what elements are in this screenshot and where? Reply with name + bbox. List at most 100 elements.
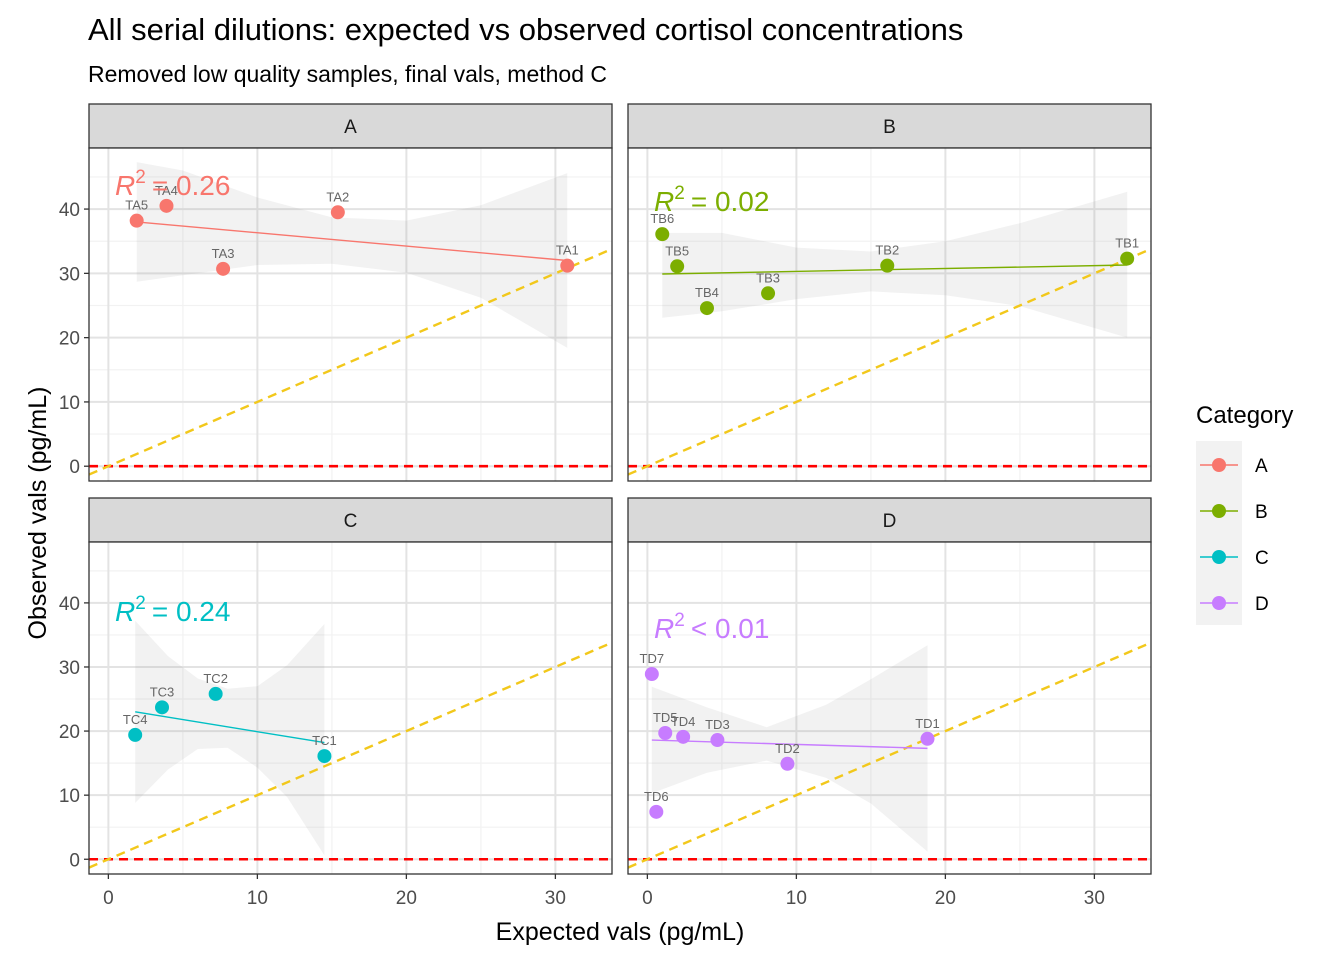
panel-c-point-label: TC1 [312,733,337,748]
panel-b-r2-value: = 0.02 [691,186,770,217]
panel-d-strip [627,497,1152,543]
panel-c-strip [88,497,613,543]
panel-c-border [88,541,613,875]
panel-d-point-label: TD6 [644,789,669,804]
panel-a-r2-annotation: R2 = 0.26 [115,167,230,201]
panel-d-identity-line [628,641,1151,869]
panel-b-r2-annotation: R2 = 0.02 [654,183,769,217]
legend-label: A [1255,456,1268,477]
legend-key-point [1212,596,1226,610]
panel-d-fit-line [651,739,928,750]
panel-c-grid [89,542,612,874]
panel-d-confidence-band [651,645,928,852]
panel-d-r2-annotation: R2 < 0.01 [654,610,769,644]
panel-a-r2-symbol: R [115,170,135,201]
panel-c-r2-value: = 0.24 [152,596,231,627]
panel-d-border [627,541,1152,875]
panel-c-x-tick-label: 10 [247,888,268,909]
panel-a-strip-label: A [344,117,357,138]
y-axis-title: Observed vals (pg/mL) [24,387,52,640]
panel-c-x-tick-label: 30 [545,888,566,909]
panel-d-r2-exponent: 2 [674,610,685,631]
panel-c-x-tick-label: 0 [103,888,114,909]
panel-d-point [710,733,725,748]
panel-a-y-tick-label: 0 [69,457,80,478]
panel-c-y-tick-label: 30 [59,658,80,679]
panel-a-point [330,205,345,220]
panel-a-y-tick-label: 20 [59,329,80,350]
panel-b-plot-background [628,148,1151,481]
legend-key-point [1212,550,1226,564]
panel-a-y-tick-label: 30 [59,264,80,285]
legend-key-point [1212,504,1226,518]
panel-a-point-label: TA2 [326,189,349,204]
panel-c-strip-label: C [344,511,358,532]
panel-a-confidence-band [136,162,568,348]
panel-a-plot-background [89,148,612,481]
panel-d-r2-symbol: R [654,613,674,644]
panel-c-identity-line [89,641,612,869]
legend-title: Category [1196,402,1293,429]
panel-c-y-tick-label: 20 [59,722,80,743]
panel-a-point-label: TA4 [155,183,178,198]
x-axis-title: Expected vals (pg/mL) [496,918,745,946]
panel-c-y-tick-label: 0 [69,850,80,871]
panel-b-strip-label: B [883,117,896,138]
panel-b-r2-symbol: R [654,186,674,217]
panel-d-x-tick-label: 30 [1084,888,1105,909]
panel-a-content: TA1 TA2 TA3 TA4 TA5 [89,162,612,476]
panel-d-point [780,756,795,771]
panel-b-identity-line [628,247,1151,476]
panel-d-point [920,731,935,746]
legend-key-point [1212,458,1226,472]
panel-d-plot-background [628,542,1151,874]
panel-d-point-label: TD2 [775,741,800,756]
panel-d-x-tick-label: 10 [786,888,807,909]
panel-a-y-tick-label: 10 [59,393,80,414]
panel-a-fit-line [136,221,568,262]
panel-a-point-label: TA3 [212,246,235,261]
panel-c-plot-background [89,542,612,874]
panel-a-point-label: TA1 [556,243,579,258]
panel-d-r2-value: < 0.01 [691,613,770,644]
panel-a-r2-exponent: 2 [135,167,146,188]
panel-d-point-label: TD5 [653,710,678,725]
panel-a-point [129,213,144,228]
panel-a-point [159,198,174,213]
panel-a-point [560,258,575,273]
panel-a-y-tick-label: 40 [59,200,80,221]
panel-c-point [155,700,170,715]
legend-entries: A B C D [1200,456,1269,615]
panel-c-x-tick-label: 20 [396,888,417,909]
panel-d-point-label: TD7 [640,651,665,666]
panel-b-point [1120,251,1135,266]
panel-c-confidence-band [135,620,325,856]
panel-a-point [216,261,231,276]
panel-b-point-label: TB1 [1115,236,1139,251]
panel-d-point-label: TD3 [705,717,730,732]
panel-d-point [644,667,659,682]
panel-a-point-label: TA5 [125,198,148,213]
chart-title: All serial dilutions: expected vs observ… [88,12,963,47]
panel-a-strip [88,103,613,149]
panel-b-point-label: TB4 [695,285,719,300]
panel-d-point-label: TD4 [671,714,696,729]
panel-b-r2-exponent: 2 [674,183,685,204]
panel-c-r2-annotation: R2 = 0.24 [115,593,230,627]
panel-b-content: TB1 TB2 TB3 TB4 TB5 TB6 [628,191,1151,476]
panel-d-grid [628,542,1151,874]
panel-b-point [655,227,670,242]
legend-label: C [1255,548,1269,569]
panel-c-point-label: TC3 [150,684,175,699]
panel-a-r2-value: = 0.26 [152,170,231,201]
panel-c-point-label: TC2 [203,671,228,686]
chart-subtitle: Removed low quality samples, final vals,… [88,61,607,87]
panel-a-identity-line [89,247,612,476]
